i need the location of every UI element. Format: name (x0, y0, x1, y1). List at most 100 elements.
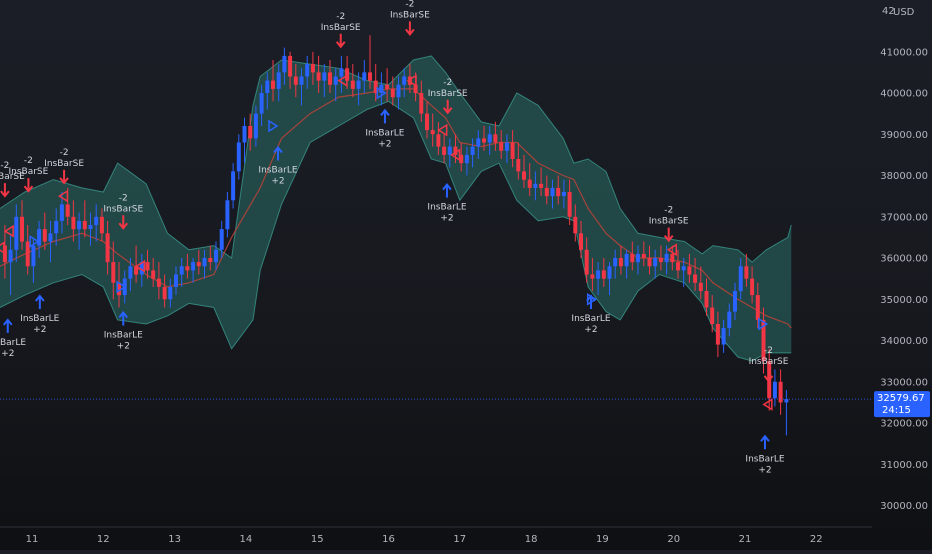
time-tick-label: 19 (596, 534, 609, 545)
bar-countdown: 24:15 (882, 405, 911, 416)
candle (379, 72, 384, 106)
candle-body (156, 278, 161, 287)
candle (402, 68, 407, 98)
candle-body (522, 171, 526, 180)
time-tick-label: 12 (97, 534, 110, 545)
signal-label: +2 (1, 349, 14, 359)
candle-body (88, 225, 93, 230)
candle (111, 241, 116, 300)
candle-body (99, 216, 104, 234)
candle-body (590, 274, 595, 279)
candle-body (151, 270, 156, 279)
signal-label: InsBarSE (321, 23, 361, 33)
candle-body (185, 266, 190, 271)
candle (459, 142, 464, 172)
signal-label: InsBarSE (428, 89, 468, 99)
candle (48, 220, 53, 263)
candle (624, 249, 629, 279)
buy-signal: InsBarLE+2 (258, 145, 298, 187)
candle (168, 278, 173, 308)
signal-label: InsBarSE (390, 10, 430, 20)
signal-label: -2 (764, 346, 773, 356)
candle (14, 204, 19, 263)
sell-arrow-icon (763, 367, 774, 383)
price-tick-label: 42 (882, 6, 895, 17)
candle-body (333, 76, 338, 85)
signal-label: nsBarLE (0, 338, 26, 348)
candle-body (145, 262, 150, 271)
candle (447, 138, 452, 168)
candle (202, 249, 207, 279)
candle (8, 233, 13, 296)
signal-label: -2 (119, 193, 128, 203)
buy-signal: InsBarLE+2 (20, 294, 60, 335)
candle (647, 245, 652, 275)
candle-body (299, 76, 304, 85)
candle-body (20, 216, 24, 242)
signal-label: +2 (33, 325, 46, 335)
sell-arrow-icon (59, 169, 69, 185)
price-tick-label: 36000.00 (880, 254, 928, 265)
strategy-signals: -2InsBarSEnsBarLE+2-2InsBarSEInsBarLE+2-… (0, 0, 789, 475)
buy-arrow-icon (118, 310, 129, 326)
time-tick-label: 21 (739, 534, 752, 545)
candle (533, 171, 538, 201)
sell-entry-marker (437, 123, 448, 137)
candle-body (282, 55, 287, 73)
signal-label: -2 (443, 78, 452, 88)
time-tick-label: 13 (168, 534, 181, 545)
buy-entry-marker (29, 235, 40, 248)
candle (522, 154, 526, 188)
sell-entry-marker (57, 189, 69, 203)
time-tick-label: 18 (525, 534, 538, 545)
candle-body (733, 291, 737, 312)
candle-body (328, 72, 332, 85)
candle-body (493, 134, 498, 143)
signal-label: +2 (440, 214, 453, 224)
candle-body (253, 113, 258, 139)
candle-body (556, 187, 561, 197)
candle (333, 68, 338, 102)
candle-body (54, 220, 59, 234)
candle (310, 51, 315, 85)
candle (436, 121, 441, 155)
signal-label: -2 (0, 161, 9, 171)
candle-body (248, 126, 253, 139)
signal-label: -2 (24, 156, 33, 166)
time-axis[interactable]: 11 12 13 14 15 16 17 18 19 20 21 22 (0, 526, 872, 545)
candle-body (527, 179, 532, 188)
candle-body (8, 249, 13, 263)
candle (390, 76, 395, 106)
sell-entry-marker (762, 398, 773, 411)
price-tick-label: 34000.00 (880, 336, 928, 347)
buy-signal: nsBarLE+2 (0, 318, 26, 359)
buy-signal: InsBarLE+2 (104, 310, 143, 352)
candle (350, 64, 355, 98)
candle-body (390, 88, 395, 98)
candle-body (293, 76, 298, 85)
candle-body (510, 142, 515, 159)
sell-entry-marker (0, 241, 5, 255)
candle-body (65, 204, 70, 217)
sell-arrow-icon (442, 99, 453, 115)
candle-body (710, 307, 715, 324)
time-tick-label: 22 (810, 534, 823, 545)
candle-body (601, 270, 606, 279)
candle (54, 208, 59, 246)
candle-body (179, 266, 184, 275)
candle (658, 245, 663, 271)
candle (316, 55, 321, 93)
candle (25, 225, 30, 275)
candle (299, 68, 304, 106)
candle (584, 237, 589, 283)
last-price-tag: 32579.67 24:15 (874, 391, 930, 418)
candle-body (42, 229, 47, 242)
candle-body (339, 68, 344, 77)
candle (214, 241, 218, 271)
price-axis[interactable]: USD 42 30000.00 31000.00 32000.00 33000.00 3… (872, 0, 932, 550)
signal-label: InsBarLE (365, 128, 404, 138)
candle (453, 134, 458, 164)
candle-body (459, 154, 464, 164)
